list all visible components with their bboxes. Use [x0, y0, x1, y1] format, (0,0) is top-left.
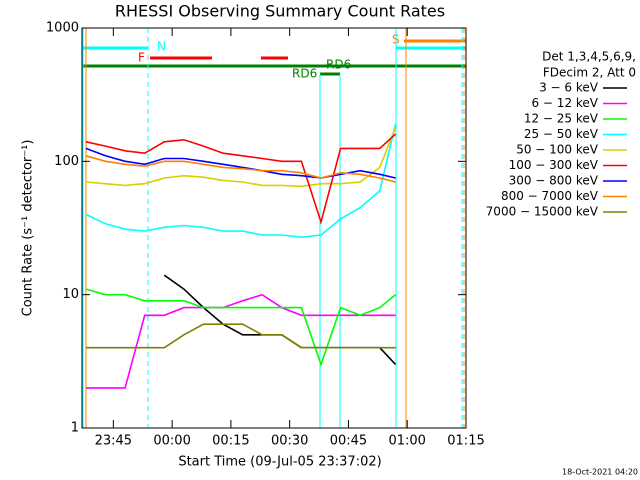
series-line	[85, 293, 396, 389]
x-tick-label: 01:00	[388, 434, 425, 449]
plot-frame	[81, 27, 467, 429]
series-line	[85, 127, 397, 188]
series-line	[85, 133, 397, 225]
legend-label: 800 − 7000 keV	[501, 189, 599, 203]
x-tick-label: 00:00	[153, 434, 190, 449]
legend-label: 300 − 800 keV	[509, 174, 599, 188]
legend-label: 12 − 25 keV	[524, 112, 599, 126]
footer: 18-Oct-2021 04:20	[562, 468, 638, 477]
y-tick-label: 1000	[46, 21, 79, 36]
series-line	[85, 124, 397, 239]
legend-label: 7000 − 15000 keV	[486, 205, 599, 219]
series-line	[163, 274, 397, 365]
chart-title: RHESSI Observing Summary Count Rates	[115, 2, 445, 21]
legend-header: FDecim 2, Att 0	[543, 66, 636, 80]
legend-label: 3 − 6 keV	[539, 81, 599, 95]
x-tick-label: 23:45	[95, 434, 132, 449]
x-tick-label: 00:30	[271, 434, 308, 449]
legend-label: 25 − 50 keV	[524, 127, 599, 141]
y-tick-label: 1	[71, 421, 79, 436]
y-axis-label: Count Rate (s⁻¹ detector⁻¹)	[21, 140, 36, 317]
flags: N F RD6 RD6 S	[82, 28, 466, 428]
x-axis-label: Start Time (09-Jul-05 23:37:02)	[178, 455, 381, 470]
legend-label: 50 − 100 keV	[516, 143, 599, 157]
series-line	[85, 155, 396, 183]
flag-label: N	[157, 40, 166, 54]
legend-label: 6 − 12 keV	[531, 96, 598, 110]
legend-header: Det 1,3,4,5,6,9,	[542, 50, 636, 64]
flag-label: RD6	[326, 58, 351, 72]
x-tick-label: 00:45	[330, 434, 367, 449]
x-tick-label: 01:15	[447, 434, 484, 449]
y-tick-label: 10	[62, 287, 79, 302]
legend-label: 100 − 300 keV	[509, 158, 599, 172]
flag-label: RD6	[292, 67, 317, 81]
x-tick-label: 00:15	[212, 434, 249, 449]
y-tick-label: 100	[54, 154, 79, 169]
series-line	[85, 323, 396, 349]
series-line	[85, 288, 397, 367]
flag-label: F	[138, 51, 145, 65]
